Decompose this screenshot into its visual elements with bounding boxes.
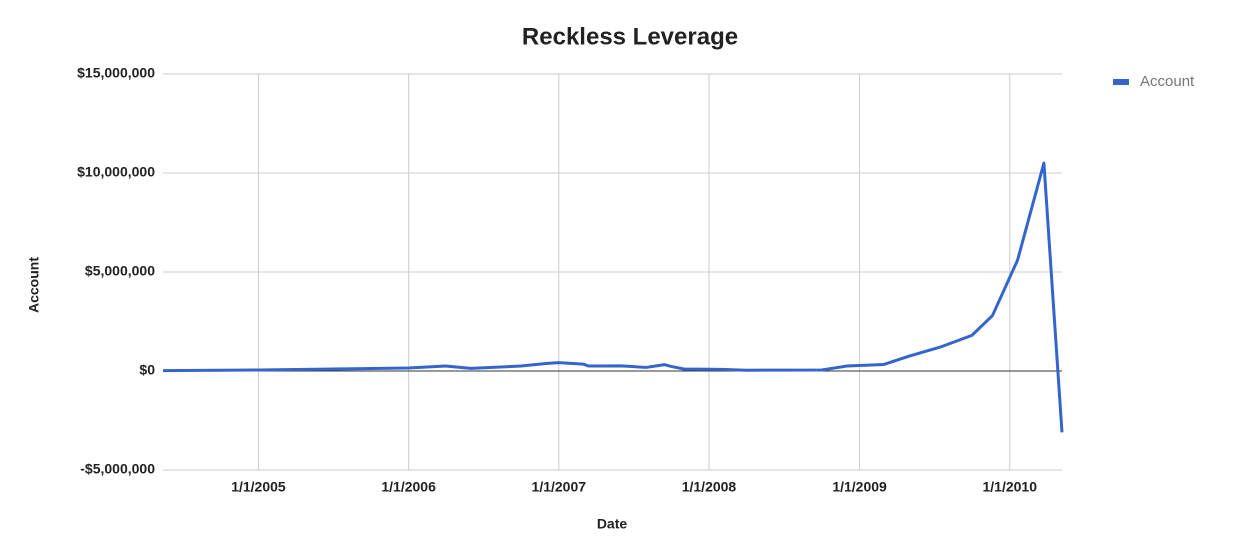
legend-label: Account — [1140, 73, 1195, 90]
y-tick-label: $0 — [139, 362, 155, 378]
legend-swatch — [1113, 79, 1129, 85]
x-axis-label: Date — [597, 516, 628, 532]
y-tick-label: $5,000,000 — [85, 263, 155, 279]
y-axis-label: Account — [26, 257, 42, 313]
y-tick-label: $10,000,000 — [77, 164, 155, 180]
x-tick-label: 1/1/2005 — [231, 479, 286, 495]
x-tick-label: 1/1/2010 — [982, 479, 1037, 495]
chart-title: Reckless Leverage — [522, 23, 738, 50]
y-tick-label: $15,000,000 — [77, 65, 155, 81]
x-tick-label: 1/1/2007 — [532, 479, 587, 495]
data-line — [162, 161, 1064, 433]
y-tick-label: -$5,000,000 — [80, 461, 155, 477]
x-tick-label: 1/1/2008 — [682, 479, 737, 495]
x-tick-label: 1/1/2009 — [832, 479, 887, 495]
x-tick-label: 1/1/2006 — [381, 479, 436, 495]
